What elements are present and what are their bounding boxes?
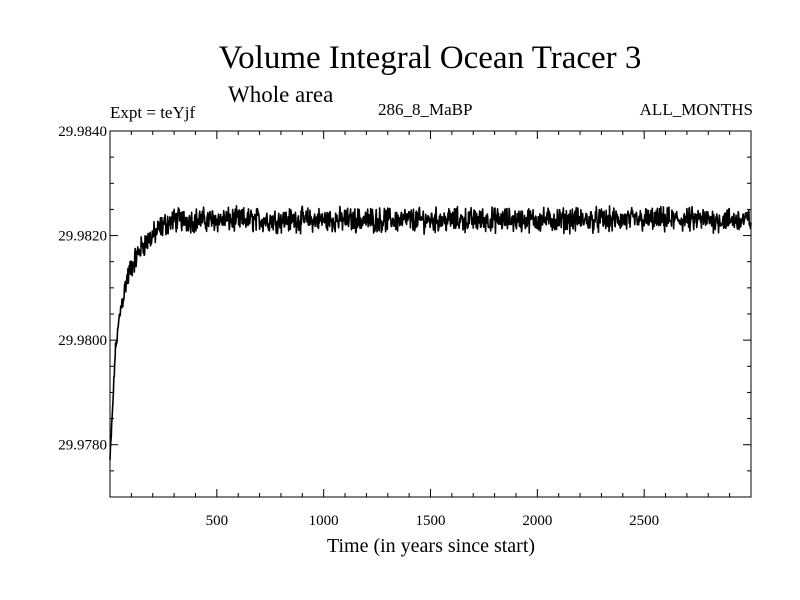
x-tick-label: 500 xyxy=(206,513,229,529)
x-tick-label: 1500 xyxy=(416,513,446,529)
y-tick-label: 29.9780 xyxy=(58,438,107,454)
x-axis-label: Time (in years since start) xyxy=(327,535,535,557)
y-tick-label: 29.9840 xyxy=(58,124,107,140)
run-label: 286_8_MaBP xyxy=(378,100,473,119)
period-label: ALL_MONTHS xyxy=(639,100,753,119)
x-tick-label: 2500 xyxy=(629,513,659,529)
series-line xyxy=(109,205,752,461)
x-axis: 500 1000 1500 2000 2500 xyxy=(130,131,731,529)
y-tick-label: 29.9820 xyxy=(58,229,107,245)
y-tick-label: 29.9800 xyxy=(58,333,107,349)
x-tick-label: 1000 xyxy=(309,513,339,529)
experiment-label: Expt = teYjf xyxy=(110,103,196,122)
chart-subtitle: Whole area xyxy=(228,82,334,107)
chart-title: Volume Integral Ocean Tracer 3 xyxy=(218,40,642,76)
x-tick-label: 2000 xyxy=(522,513,552,529)
y-axis: 29.9780 29.9800 29.9820 29.9840 xyxy=(58,124,751,498)
plot-frame xyxy=(109,130,752,498)
